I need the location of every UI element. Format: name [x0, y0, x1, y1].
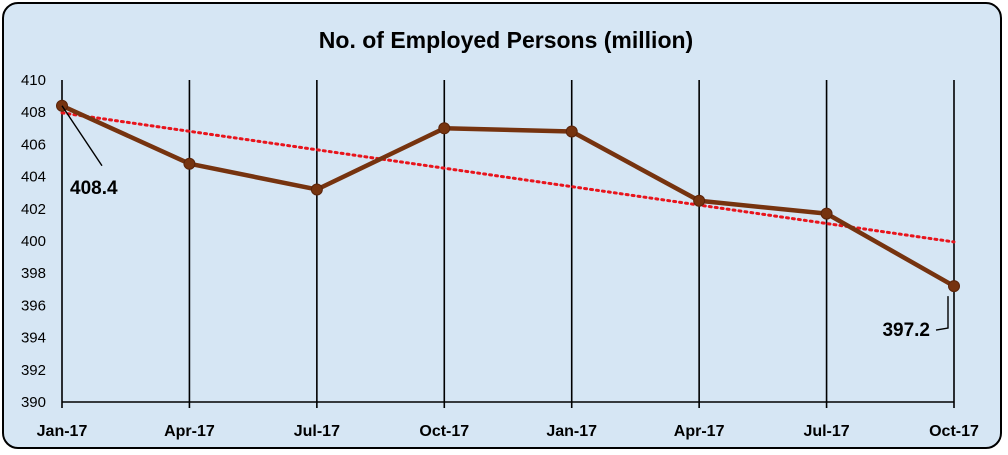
leader-line-last: [935, 296, 949, 331]
y-tick-label: 400: [21, 233, 46, 250]
y-tick-label: 406: [21, 136, 46, 153]
data-point-5: [693, 194, 706, 207]
line-chart: No. of Employed Persons (million) 390 392…: [21, 27, 979, 440]
data-point-2: [310, 183, 323, 196]
data-point-4: [565, 125, 578, 138]
trendline: [60, 111, 956, 244]
x-axis-ticks: Jan-17 Apr-17 Jul-17 Oct-17 Jan-17 Apr-17 Jul-…: [37, 402, 979, 440]
data-label-layer: 408.4 397.2: [61, 105, 949, 341]
chart-frame: No. of Employed Persons (million) 390 392…: [2, 2, 1002, 449]
series-line: [61, 103, 956, 289]
y-tick-label: 408: [21, 104, 46, 121]
leader-line-first: [61, 105, 103, 167]
y-tick-label: 404: [21, 169, 46, 186]
data-point-3: [438, 122, 451, 135]
trendline-layer: [60, 111, 956, 244]
y-axis-ticks: 390 392 394 396 398 400 402 404 406 408 410: [21, 72, 46, 411]
x-tick-label: Jan-17: [37, 423, 88, 440]
y-tick-label: 402: [21, 201, 46, 218]
data-point-1: [183, 157, 196, 170]
x-tick-label: Jul-17: [294, 423, 340, 440]
y-tick-label: 398: [21, 265, 46, 282]
x-tick-label: Jul-17: [803, 423, 849, 440]
data-label-first: 408.4: [70, 178, 118, 199]
data-point-6: [820, 207, 833, 220]
axes: [61, 80, 954, 403]
y-tick-label: 394: [21, 330, 46, 347]
y-tick-label: 390: [21, 394, 46, 411]
y-tick-label: 392: [21, 362, 46, 379]
series-layer: [56, 99, 960, 293]
x-tick-label: Jan-17: [546, 423, 597, 440]
x-tick-label: Oct-17: [419, 423, 469, 440]
x-tick-label: Apr-17: [164, 423, 215, 440]
data-label-last: 397.2: [882, 320, 930, 341]
y-tick-label: 396: [21, 297, 46, 314]
x-tick-label: Oct-17: [929, 423, 979, 440]
data-point-7: [948, 280, 960, 293]
chart-title: No. of Employed Persons (million): [319, 27, 693, 53]
x-tick-label: Apr-17: [674, 423, 725, 440]
y-tick-label: 410: [21, 72, 46, 89]
